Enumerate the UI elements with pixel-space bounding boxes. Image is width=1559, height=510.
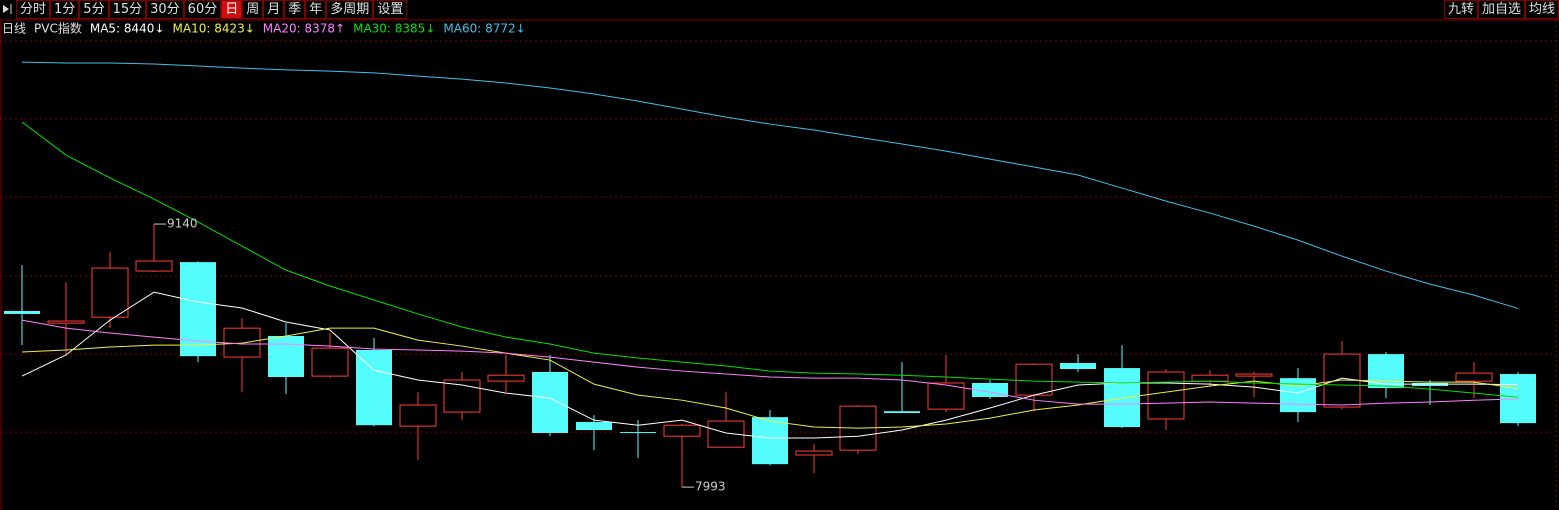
candle-body — [1455, 372, 1493, 382]
candle-body — [223, 327, 261, 358]
candle-body — [180, 262, 216, 357]
extreme-label: 9140 — [167, 217, 198, 231]
legend-text: MA60: 8772↓ — [443, 22, 525, 36]
toolbar-button[interactable]: 周 — [242, 0, 264, 19]
candle-body — [532, 371, 568, 433]
toolbar-button[interactable]: 月 — [263, 0, 285, 19]
candle-body — [399, 404, 437, 427]
toolbar-button[interactable]: 年 — [305, 0, 327, 19]
ma-line — [21, 291, 1519, 439]
legend-text: MA10: 8423↓ — [173, 22, 255, 36]
candle-body — [4, 310, 40, 314]
candle-body — [576, 421, 612, 431]
candle-body — [1191, 374, 1229, 382]
candle-body — [135, 260, 173, 272]
ma-line — [21, 61, 1519, 309]
legend-text: 日线 — [2, 22, 26, 36]
ma-line — [21, 327, 1519, 429]
candle-body — [1147, 371, 1185, 420]
candle-body — [795, 450, 833, 456]
candle-body — [311, 347, 349, 377]
toolbar-button[interactable]: 30分 — [146, 0, 184, 19]
toolbar-button[interactable]: 多周期 — [326, 0, 374, 19]
toolbar: 分时 1分 5分 15分 30分 60分日周月季年多周期 设置 均线 加自选 九转 — [0, 0, 1559, 19]
legend-text: MA30: 8385↓ — [353, 22, 435, 36]
toolbar-button[interactable]: 加自选 — [1477, 0, 1525, 19]
candle-body — [91, 267, 129, 318]
candle-body — [1015, 363, 1053, 396]
menu-icon[interactable] — [3, 5, 9, 13]
toolbar-button[interactable]: 九转 — [1443, 0, 1478, 19]
candle-body — [47, 320, 85, 324]
candle-body — [620, 432, 656, 434]
candle-body — [268, 335, 304, 378]
toolbar-button[interactable]: 季 — [284, 0, 306, 19]
candle-body — [927, 382, 965, 410]
candle-body — [884, 411, 920, 414]
extreme-label: 7993 — [695, 480, 726, 494]
toolbar-button[interactable]: 分时 — [16, 0, 51, 19]
candle-body — [752, 417, 788, 465]
legend-text: MA20: 8378↑ — [263, 22, 345, 36]
toolbar-button[interactable]: 日 — [221, 0, 243, 19]
toolbar-button[interactable]: 5分 — [79, 0, 109, 19]
candle-body — [356, 349, 392, 426]
toolbar-button[interactable]: 60分 — [183, 0, 222, 19]
legend-text: PVC指数 — [34, 21, 82, 36]
legend-text: MA5: 8440↓ — [90, 22, 165, 36]
candle-body — [487, 374, 525, 382]
candle-body — [663, 424, 701, 437]
toolbar-button[interactable]: 均线 — [1524, 0, 1559, 19]
toolbar-button[interactable]: 15分 — [108, 0, 147, 19]
candle-body — [1368, 354, 1404, 389]
toolbar-button[interactable]: 设置 — [373, 0, 408, 19]
candle-body — [1280, 378, 1316, 413]
ma-line — [21, 319, 1519, 406]
candle-body — [1104, 368, 1140, 428]
ma-line — [21, 121, 1519, 398]
candle-body — [1235, 373, 1273, 377]
toolbar-button[interactable]: 1分 — [50, 0, 80, 19]
candle-body — [1060, 363, 1096, 369]
candle-body — [1500, 374, 1536, 424]
